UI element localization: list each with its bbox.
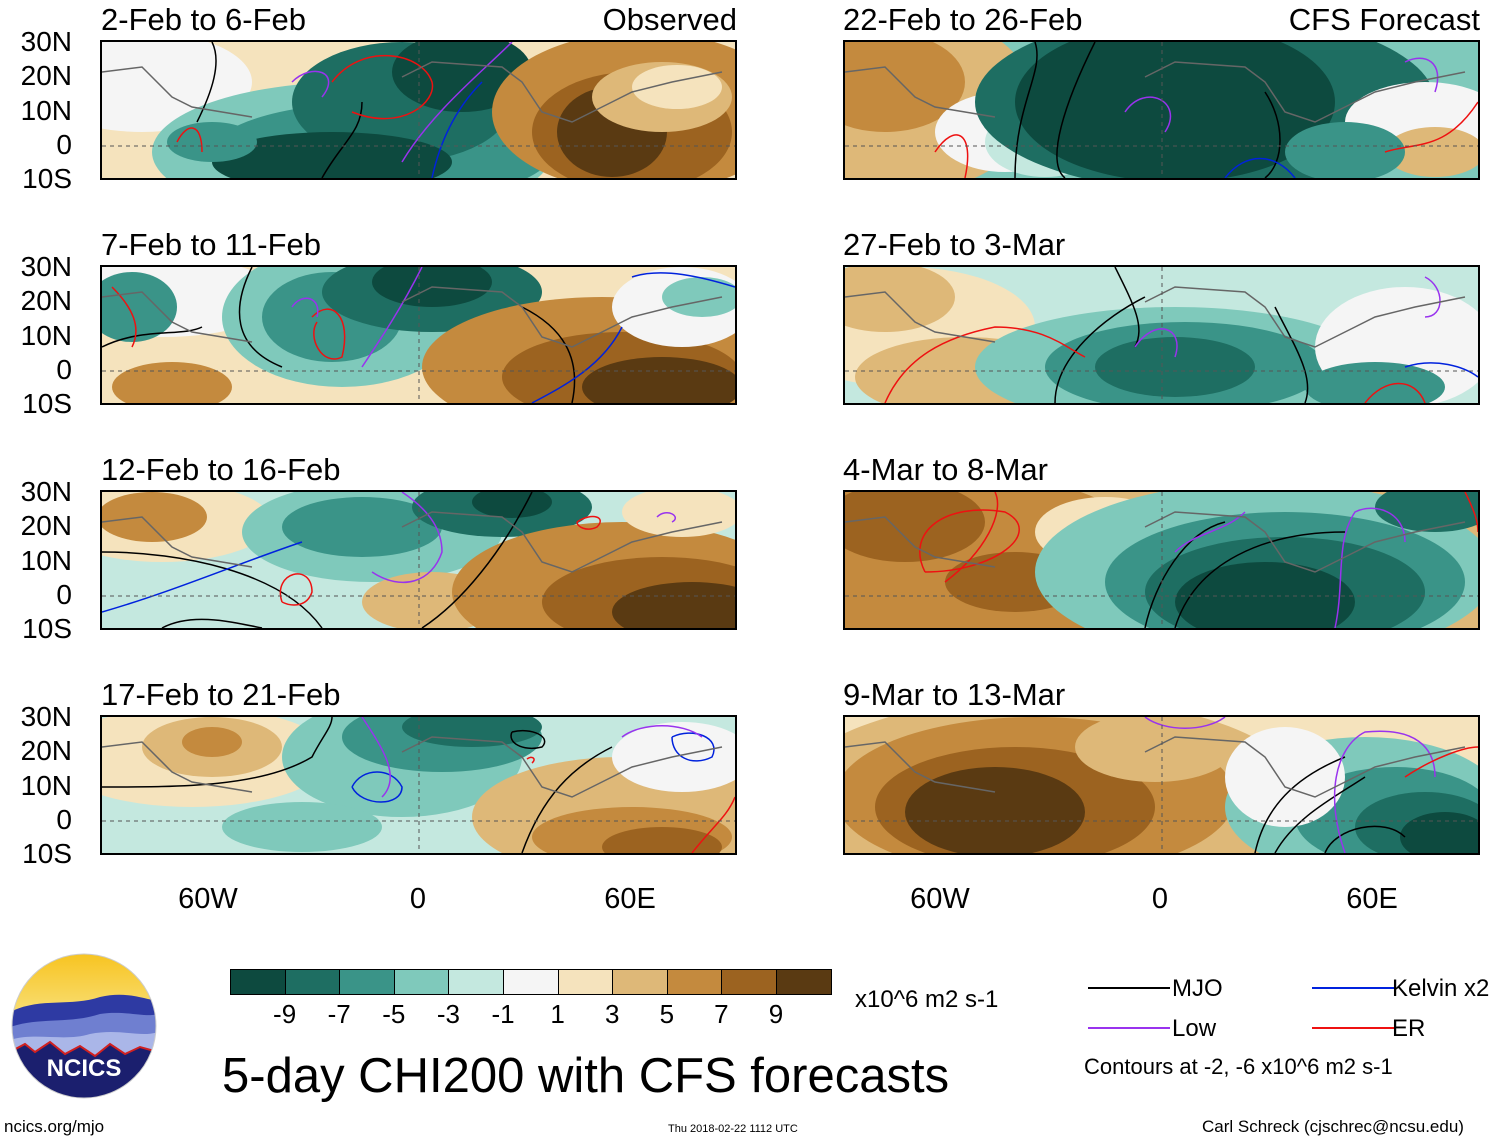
legend-low-line	[1088, 1027, 1170, 1029]
colorbar-swatch	[284, 969, 341, 995]
colorbar-label: 1	[550, 999, 565, 1029]
colorbar-label: -5	[382, 999, 406, 1029]
lat-label: 20N	[20, 735, 72, 766]
lat-label: 10N	[20, 95, 72, 126]
lat-label: 10S	[22, 838, 72, 869]
map-panel-4	[843, 265, 1480, 405]
legend-er-line	[1312, 1027, 1394, 1029]
lat-label: 10N	[20, 320, 72, 351]
lat-label: 0	[56, 804, 72, 835]
colorbar-swatch	[393, 969, 450, 995]
panel-3-title: 7-Feb to 11-Feb	[101, 227, 321, 262]
panel-1-tag: Observed	[602, 2, 737, 37]
colorbar-label: -7	[327, 999, 351, 1029]
colorbar-swatch	[448, 969, 504, 995]
legend-mjo-line	[1088, 987, 1170, 989]
footer-url[interactable]: ncics.org/mjo	[4, 1117, 105, 1136]
colorbar-label: -3	[436, 999, 460, 1029]
lon-label: 60W	[910, 883, 970, 915]
lat-label: 20N	[20, 510, 72, 541]
lat-label: 20N	[20, 285, 72, 316]
colorbar-label: 3	[604, 999, 620, 1029]
lat-label: 20N	[20, 60, 72, 91]
colorbar-label: -9	[273, 999, 297, 1029]
lat-label: 10N	[20, 770, 72, 801]
map-panel-7	[100, 715, 737, 855]
colorbar-label: 5	[659, 999, 675, 1029]
logo-text: NCICS	[47, 1055, 122, 1082]
colorbar-units: x10^6 m2 s-1	[855, 986, 999, 1013]
lon-label: 0	[409, 883, 427, 915]
lat-label: 30N	[20, 251, 72, 282]
colorbar-swatch	[503, 969, 559, 995]
lat-label: 0	[56, 354, 72, 385]
colorbar-swatch	[339, 969, 395, 995]
legend-low-label: Low	[1172, 1015, 1217, 1042]
lat-label: 0	[56, 129, 72, 160]
panel-5-title: 12-Feb to 16-Feb	[101, 452, 341, 487]
panel-8-title: 9-Mar to 13-Mar	[843, 677, 1066, 712]
lat-label: 10S	[22, 613, 72, 644]
colorbar-label: 9	[768, 999, 784, 1029]
lat-label: 30N	[20, 701, 72, 732]
panel-2-title: 22-Feb to 26-Feb	[843, 2, 1083, 37]
lon-label: 0	[1151, 883, 1169, 915]
map-panel-8	[843, 715, 1480, 855]
colorbar-swatch	[612, 969, 668, 995]
lat-label: 10N	[20, 545, 72, 576]
colorbar-label: 7	[714, 999, 729, 1029]
panel-4-title: 27-Feb to 3-Mar	[843, 227, 1066, 262]
lat-label: 0	[56, 579, 72, 610]
contours-note: Contours at -2, -6 x10^6 m2 s-1	[1084, 1054, 1393, 1079]
colorbar-swatch	[776, 969, 832, 995]
panel-6-title: 4-Mar to 8-Mar	[843, 452, 1048, 487]
map-panel-1	[100, 40, 737, 180]
legend-er-label: ER	[1392, 1015, 1426, 1042]
panel-7-title: 17-Feb to 21-Feb	[101, 677, 341, 712]
panel-1-title: 2-Feb to 6-Feb	[101, 2, 307, 37]
legend-mjo-label: MJO	[1172, 975, 1223, 1002]
map-panel-5	[100, 490, 737, 630]
map-panel-2	[843, 40, 1480, 180]
panel-2-tag: CFS Forecast	[1288, 2, 1480, 37]
colorbar-swatch	[557, 969, 614, 995]
footer-timestamp: Thu 2018-02-22 1112 UTC	[668, 1123, 798, 1135]
lat-label: 10S	[22, 163, 72, 194]
map-panel-3	[100, 265, 737, 405]
map-panel-6	[843, 490, 1480, 630]
colorbar-swatch	[721, 969, 777, 995]
lat-label: 30N	[20, 26, 72, 57]
page-title: 5-day CHI200 with CFS forecasts	[222, 1049, 950, 1103]
colorbar-swatch	[230, 969, 286, 995]
lon-label: 60W	[178, 883, 238, 915]
lat-label: 10S	[22, 388, 72, 419]
footer-credit: Carl Schreck (cjschrec@ncsu.edu)	[1202, 1117, 1464, 1136]
legend-kelvin-label: Kelvin x2	[1392, 975, 1490, 1002]
lon-label: 60E	[604, 883, 656, 915]
colorbar-label: -1	[491, 999, 515, 1029]
lon-label: 60E	[1346, 883, 1398, 915]
lat-label: 30N	[20, 476, 72, 507]
ncics-logo: NCICS	[10, 952, 158, 1100]
colorbar-swatch	[666, 969, 723, 995]
legend-kelvin-line	[1312, 987, 1394, 989]
